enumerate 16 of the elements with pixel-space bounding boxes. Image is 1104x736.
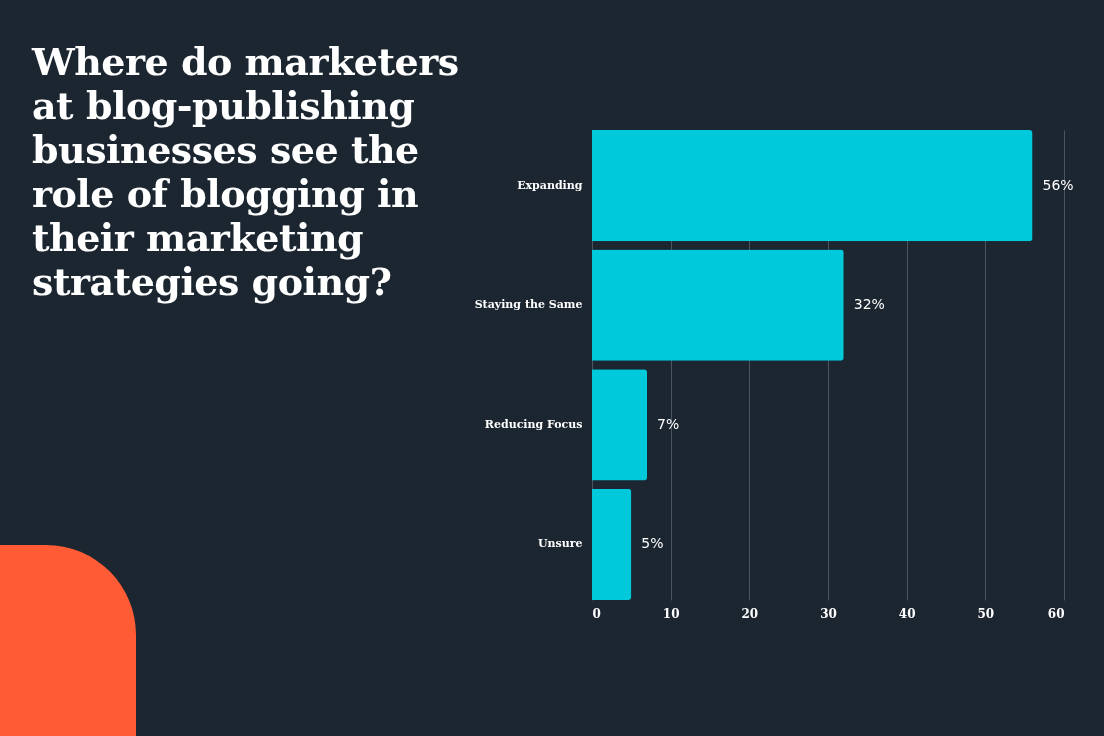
x-tick-label: 60: [1047, 606, 1065, 621]
x-tick-label: 40: [898, 606, 916, 621]
data-label: 7%: [657, 415, 680, 432]
y-tick-label: Staying the Same: [474, 298, 583, 312]
x-tick-label: 30: [820, 606, 837, 621]
data-label: 56%: [1042, 176, 1074, 193]
y-tick-label: Unsure: [537, 537, 583, 551]
data-label: 5%: [641, 535, 664, 552]
data-label: 32%: [853, 296, 885, 313]
x-tick-label: 20: [741, 606, 759, 621]
y-tick-label: Reducing Focus: [484, 417, 583, 431]
x-tick-label: 50: [977, 606, 995, 621]
text: Where do marketers at blog-publishing businesses see the role of blogging in their marketing strategies going?: [32, 39, 460, 304]
x-tick-label: 0: [592, 606, 601, 621]
x-tick-label: 10: [662, 606, 680, 621]
y-tick-label: Expanding: [517, 178, 583, 192]
